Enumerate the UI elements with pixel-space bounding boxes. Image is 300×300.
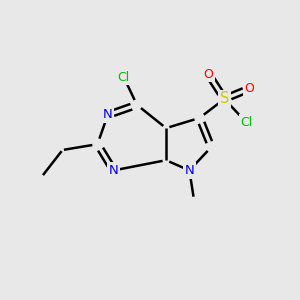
Text: O: O: [203, 68, 213, 81]
Text: N: N: [103, 109, 112, 122]
Text: S: S: [220, 92, 229, 106]
Text: N: N: [184, 164, 194, 177]
Text: N: N: [109, 164, 118, 177]
Text: Cl: Cl: [118, 70, 130, 84]
Text: Cl: Cl: [240, 116, 252, 129]
Text: O: O: [244, 82, 254, 95]
